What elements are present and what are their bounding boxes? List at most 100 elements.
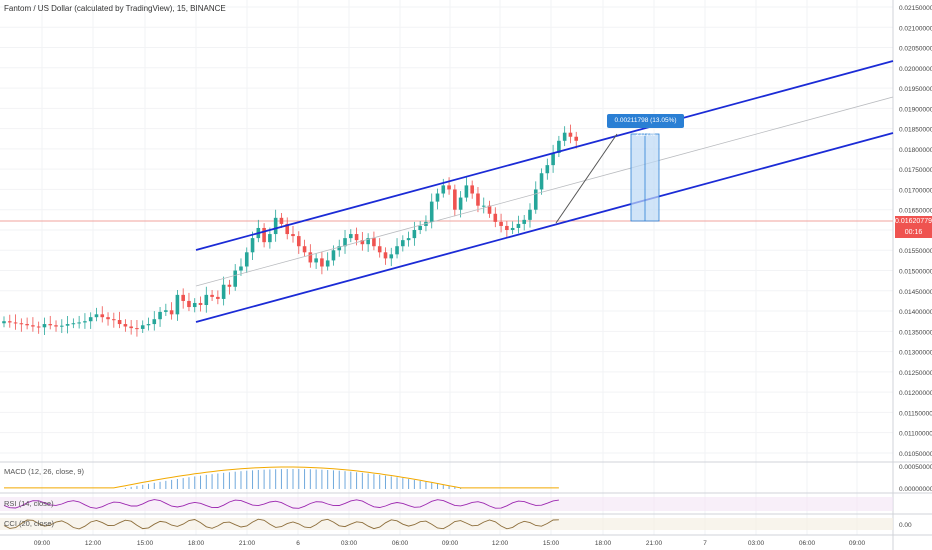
candle-body xyxy=(429,201,434,222)
candle-body xyxy=(279,217,284,224)
price-axis-label: 0.02000000 xyxy=(899,66,932,73)
candle-body xyxy=(343,238,347,247)
cci-label[interactable]: CCI (20, close) xyxy=(4,519,55,528)
time-axis-label: 21:00 xyxy=(646,540,663,547)
candle-body xyxy=(458,197,463,210)
measure-tooltip: 0.00211798 (13.05%) 2117% xyxy=(607,114,684,138)
price-axis-label: 0.01500000 xyxy=(899,269,932,276)
trend-line xyxy=(555,133,618,224)
candle-body xyxy=(470,185,474,194)
candle-body xyxy=(545,165,550,174)
candle-body xyxy=(291,234,295,237)
time-axis-label: 12:00 xyxy=(492,540,509,547)
candle-body xyxy=(464,185,469,198)
candle-body xyxy=(557,140,561,153)
candle-body xyxy=(164,310,168,312)
price-axis-label: 0.01100000 xyxy=(899,431,932,438)
time-axis-label: 09:00 xyxy=(34,540,51,547)
candle-body xyxy=(244,252,249,267)
candle-body xyxy=(331,250,336,261)
candle-body xyxy=(562,132,567,141)
candle-body xyxy=(216,296,220,299)
price-axis-label: 0.02050000 xyxy=(899,46,932,53)
rsi-line xyxy=(3,499,559,509)
candle-body xyxy=(123,324,128,327)
candle-body xyxy=(453,189,457,210)
candle-body xyxy=(412,230,417,239)
candle-body xyxy=(441,185,446,194)
candle-body xyxy=(574,136,579,141)
time-axis-label: 6 xyxy=(296,540,300,547)
countdown-tag: 00:16 xyxy=(895,227,932,238)
candle-body xyxy=(377,246,382,253)
macd-axis-bottom: 0.00000000 xyxy=(899,486,932,493)
candle-body xyxy=(268,234,272,243)
candle-body xyxy=(314,258,318,263)
cci-band xyxy=(0,518,893,530)
candle-body xyxy=(42,324,47,328)
candle-body xyxy=(77,322,81,324)
candle-body xyxy=(210,294,214,297)
candle-body xyxy=(320,258,324,267)
candle-body xyxy=(296,236,301,247)
candle-body xyxy=(198,302,203,306)
candle-body xyxy=(250,238,255,253)
candle-body xyxy=(568,132,573,137)
time-axis-label: 03:00 xyxy=(748,540,765,547)
macd-axis-top: 0.00050000 xyxy=(899,464,932,471)
channel-median-line xyxy=(195,96,894,287)
candle-body xyxy=(447,185,451,190)
candle-body xyxy=(88,317,93,322)
time-axis-label: 15:00 xyxy=(543,540,560,547)
candle-body xyxy=(117,320,122,325)
time-axis-label: 09:00 xyxy=(442,540,459,547)
time-axis-label: 03:00 xyxy=(341,540,358,547)
candle-body xyxy=(366,238,370,245)
candle-body xyxy=(60,325,64,327)
candle-body xyxy=(233,270,237,287)
candle-body xyxy=(19,323,24,325)
candle-body xyxy=(54,325,58,327)
candle-body xyxy=(522,219,526,224)
channel-lower-line xyxy=(195,132,894,323)
candle-body xyxy=(302,246,307,253)
price-axis-label: 0.01250000 xyxy=(899,370,932,377)
candle-body xyxy=(418,225,422,230)
candle-body xyxy=(169,310,174,315)
candle-body xyxy=(487,205,492,214)
price-axis-label: 0.01450000 xyxy=(899,289,932,296)
candle-body xyxy=(7,321,12,323)
candle-body xyxy=(354,234,359,241)
price-axis-label: 0.01800000 xyxy=(899,147,932,154)
candle-body xyxy=(539,173,544,190)
candle-body xyxy=(481,205,486,207)
candle-body xyxy=(71,323,76,325)
candle-body xyxy=(13,322,18,324)
candle-body xyxy=(31,325,35,327)
candle-body xyxy=(48,324,53,326)
candle-body xyxy=(389,254,394,259)
candle-body xyxy=(227,284,232,287)
macd-label[interactable]: MACD (12, 26, close, 9) xyxy=(4,467,85,476)
price-axis-label: 0.01750000 xyxy=(899,167,932,174)
time-axis-label: 21:00 xyxy=(239,540,256,547)
time-axis-label: 06:00 xyxy=(799,540,816,547)
candle-body xyxy=(551,152,555,166)
candle-body xyxy=(65,324,70,326)
candle-body xyxy=(129,326,133,329)
time-axis-label: 06:00 xyxy=(392,540,409,547)
price-axis-label: 0.01950000 xyxy=(899,86,932,93)
candle-body xyxy=(435,193,440,202)
price-axis-label: 0.01150000 xyxy=(899,410,932,417)
candle-body xyxy=(239,266,243,271)
price-axis-label: 0.01350000 xyxy=(899,329,932,336)
candle-body xyxy=(262,227,266,243)
candle-body xyxy=(192,302,197,308)
rsi-label[interactable]: RSI (14, close) xyxy=(4,499,54,508)
macd-signal-line xyxy=(4,466,559,489)
candle-body xyxy=(308,252,313,263)
price-axis-label: 0.01850000 xyxy=(899,127,932,134)
candle-body xyxy=(181,294,185,301)
candle-body xyxy=(175,294,180,315)
